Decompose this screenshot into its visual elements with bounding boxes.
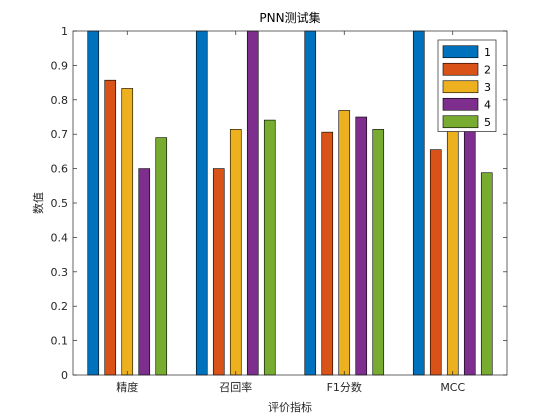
bar-series-3-cat-3 — [338, 110, 351, 376]
y-tick-label: 0.9 — [51, 59, 69, 72]
y-tick-label: 0 — [61, 369, 68, 382]
y-tick-label: 0.3 — [51, 266, 69, 279]
bar-series-3-cat-2 — [229, 129, 242, 376]
y-tick-label: 1 — [61, 25, 68, 38]
bar-series-5-cat-1 — [155, 137, 168, 376]
legend-label-1: 1 — [484, 46, 491, 59]
y-tick-label: 0.4 — [51, 231, 69, 244]
legend-label-3: 3 — [484, 81, 491, 94]
x-tick-label: MCC — [440, 381, 465, 394]
legend-label-2: 2 — [484, 63, 491, 76]
legend-swatch-1 — [442, 45, 479, 59]
bar-series-5-cat-2 — [263, 119, 276, 376]
bar-series-2-cat-4 — [429, 149, 442, 376]
bar-series-1-cat-4 — [412, 30, 425, 376]
bar-series-2-cat-3 — [321, 131, 334, 376]
x-tick-label: F1分数 — [327, 381, 362, 394]
axes-layer: 0 0.1 0.2 0.3 0.4 0.5 0.6 0.7 0.8 0.9 1 精度 召回率 F1分数 MC… — [51, 25, 508, 394]
y-tick-label: 0.8 — [51, 94, 69, 107]
y-tick-label: 0.6 — [51, 163, 69, 176]
bar-series-4-cat-4 — [463, 116, 476, 376]
bar-series-4-cat-3 — [355, 116, 368, 376]
bar-series-5-cat-4 — [480, 172, 493, 376]
x-tick-label: 召回率 — [219, 380, 252, 394]
bar-series-1-cat-1 — [87, 30, 100, 376]
legend-label-4: 4 — [484, 98, 491, 111]
bar-series-4-cat-2 — [246, 30, 259, 376]
legend-label-5: 5 — [484, 116, 491, 129]
bar-series-5-cat-3 — [372, 129, 385, 376]
x-tick-label: 精度 — [116, 380, 138, 394]
y-tick-label: 0.2 — [51, 300, 69, 313]
legend-swatch-2 — [442, 62, 479, 76]
bar-series-3-cat-4 — [446, 116, 459, 376]
legend-swatch-4 — [442, 97, 479, 111]
y-tick-label: 0.7 — [51, 128, 69, 141]
y-axis-title: 数值 — [32, 192, 45, 214]
legend: 1 2 3 4 5 — [437, 39, 497, 132]
y-tick-label: 0.1 — [51, 335, 69, 348]
legend-swatch-5 — [442, 115, 479, 129]
bar-series-3-cat-1 — [121, 88, 134, 376]
x-axis-title: 评价指标 — [268, 400, 312, 414]
bar-series-2-cat-1 — [104, 79, 117, 376]
legend-swatch-3 — [442, 80, 479, 94]
bar-series-4-cat-1 — [138, 168, 151, 376]
y-tick-label: 0.5 — [51, 197, 69, 210]
bar-series-1-cat-3 — [304, 30, 317, 376]
bar-series-1-cat-2 — [195, 30, 208, 376]
chart-title: PNN测试集 — [259, 10, 320, 25]
bar-series-2-cat-2 — [212, 168, 225, 376]
